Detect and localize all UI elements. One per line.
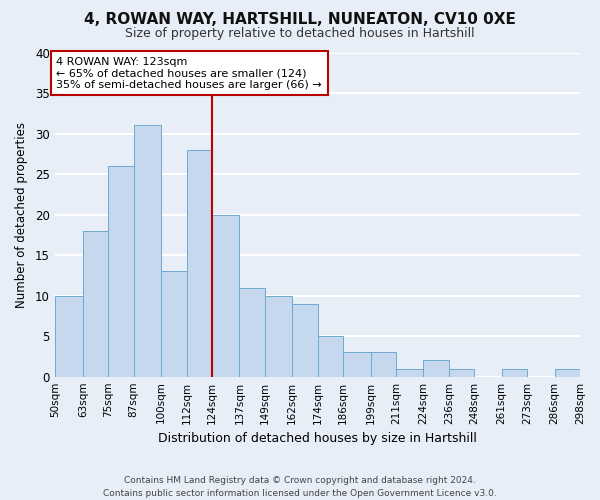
Bar [292,304,317,376]
Bar [83,231,108,376]
Bar [502,368,527,376]
Bar [371,352,396,376]
Bar [239,288,265,376]
Bar [108,166,134,376]
Bar [134,126,161,376]
Bar [317,336,343,376]
Text: Contains HM Land Registry data © Crown copyright and database right 2024.
Contai: Contains HM Land Registry data © Crown c… [103,476,497,498]
Bar [55,296,83,376]
Bar [212,214,239,376]
Bar [265,296,292,376]
Text: 4, ROWAN WAY, HARTSHILL, NUNEATON, CV10 0XE: 4, ROWAN WAY, HARTSHILL, NUNEATON, CV10 … [84,12,516,28]
Bar [554,368,580,376]
Bar [187,150,212,376]
Text: Size of property relative to detached houses in Hartshill: Size of property relative to detached ho… [125,28,475,40]
Bar [424,360,449,376]
Bar [449,368,474,376]
Bar [161,272,187,376]
Bar [396,368,424,376]
Y-axis label: Number of detached properties: Number of detached properties [15,122,28,308]
X-axis label: Distribution of detached houses by size in Hartshill: Distribution of detached houses by size … [158,432,477,445]
Text: 4 ROWAN WAY: 123sqm
← 65% of detached houses are smaller (124)
35% of semi-detac: 4 ROWAN WAY: 123sqm ← 65% of detached ho… [56,56,322,90]
Bar [343,352,371,376]
